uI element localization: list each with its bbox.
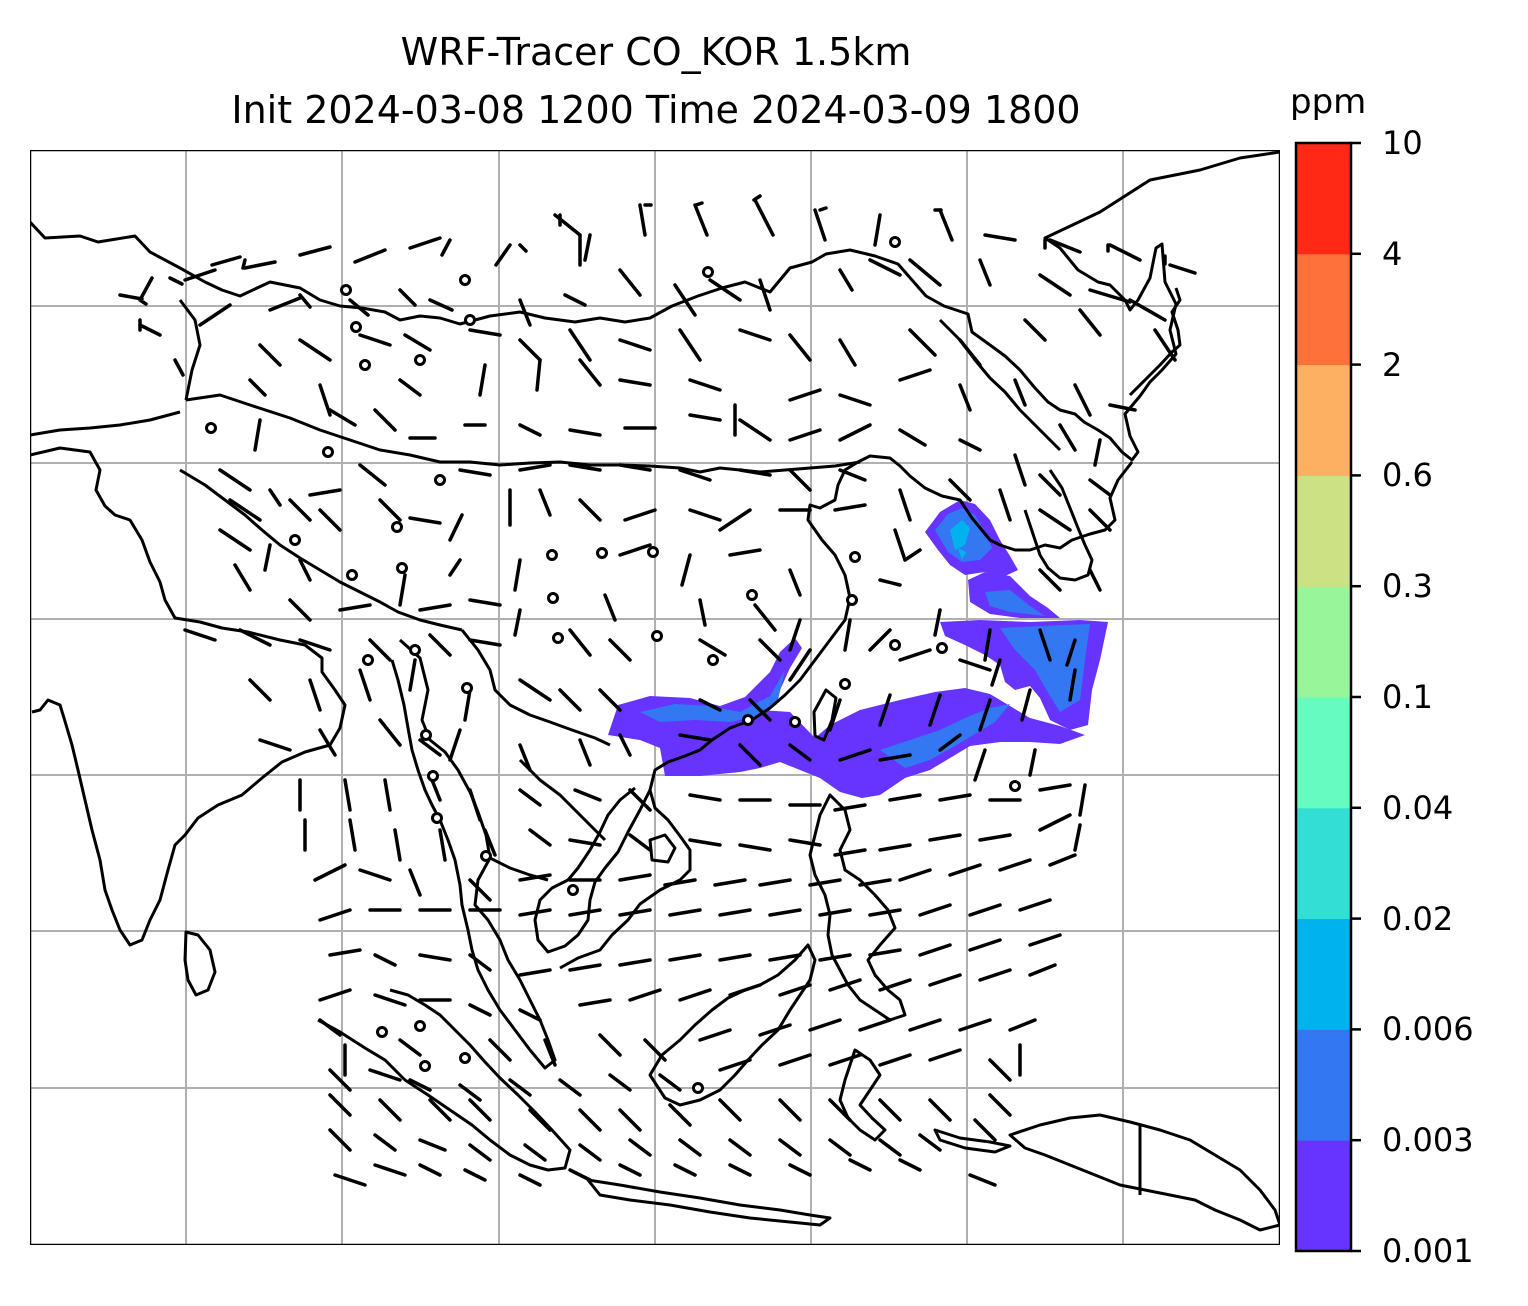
colorbar-tick-label: 4 (1382, 234, 1403, 273)
map-panel (30, 150, 1280, 1245)
coastline-new-guinea (1008, 1113, 1280, 1232)
colorbar-tick-label: 0.6 (1382, 456, 1433, 495)
coastline-india (30, 446, 347, 947)
colorbar-segment (1296, 364, 1351, 476)
colorbar-segment (1296, 807, 1351, 920)
colorbar-tick-label: 2 (1382, 345, 1403, 384)
colorbar-segment (1296, 697, 1351, 809)
border-laos-vietnam (518, 758, 607, 842)
coastline-indochina (390, 638, 557, 1070)
colorbar-tick-label: 0.001 (1382, 1232, 1474, 1270)
map-title-line2: Init 2024-03-08 1200 Time 2024-03-09 180… (231, 88, 1081, 132)
coastline-hainan (648, 833, 677, 864)
colorbar-segment (1296, 1140, 1351, 1252)
coastline-china-east (559, 454, 1134, 970)
colorbar-tick-label: 0.003 (1382, 1121, 1474, 1160)
map-title-line1: WRF-Tracer CO_KOR 1.5km (400, 30, 912, 74)
colorbar-tick-label: 0.006 (1382, 1010, 1474, 1049)
colorbar-segment (1296, 143, 1351, 255)
colorbar-tick-label: 0.02 (1382, 899, 1454, 938)
calm-wind-circles (205, 236, 1021, 1094)
colorbar-tick-label: 0.1 (1382, 678, 1433, 716)
colorbar-unit-label: ppm (1290, 82, 1367, 122)
colorbar-segment (1296, 253, 1351, 366)
border-kazakh (30, 410, 181, 437)
coastline-mainland (30, 150, 1280, 462)
coastline-korea (1023, 469, 1094, 582)
coastline-taiwan (812, 688, 838, 742)
colorbar-ticks (1351, 141, 1361, 1253)
colorbar-segment (1296, 1029, 1351, 1141)
colorbar-segment (1296, 475, 1351, 587)
colorbar (1296, 143, 1351, 1252)
coastline-vietnam (533, 786, 652, 954)
colorbar-segment (1296, 586, 1351, 698)
coastline-java (586, 1178, 832, 1227)
coastline-sulawesi (838, 1048, 887, 1142)
tracer-plume-south-china (608, 638, 1085, 798)
tracer-plume (608, 500, 1108, 798)
border-china-india (179, 468, 463, 632)
colorbar-tick-label: 0.3 (1382, 567, 1433, 606)
coastline-sumatra (317, 988, 572, 1172)
colorbar-tick-label: 0.04 (1382, 788, 1454, 827)
coastline-sri-lanka (183, 930, 217, 997)
colorbar-segment (1296, 918, 1351, 1030)
tracer-level-0006 (950, 520, 970, 560)
coastline-philippines (808, 793, 907, 1022)
border-central-asia (178, 299, 202, 401)
wind-barbs (118, 194, 1197, 1187)
colorbar-tick-label: 10 (1382, 124, 1423, 162)
coastline-japan-honshu (1128, 287, 1182, 397)
coastline-borneo (648, 943, 817, 1107)
border-myanmar-china (460, 629, 611, 747)
coastline-timor (933, 1128, 1012, 1154)
